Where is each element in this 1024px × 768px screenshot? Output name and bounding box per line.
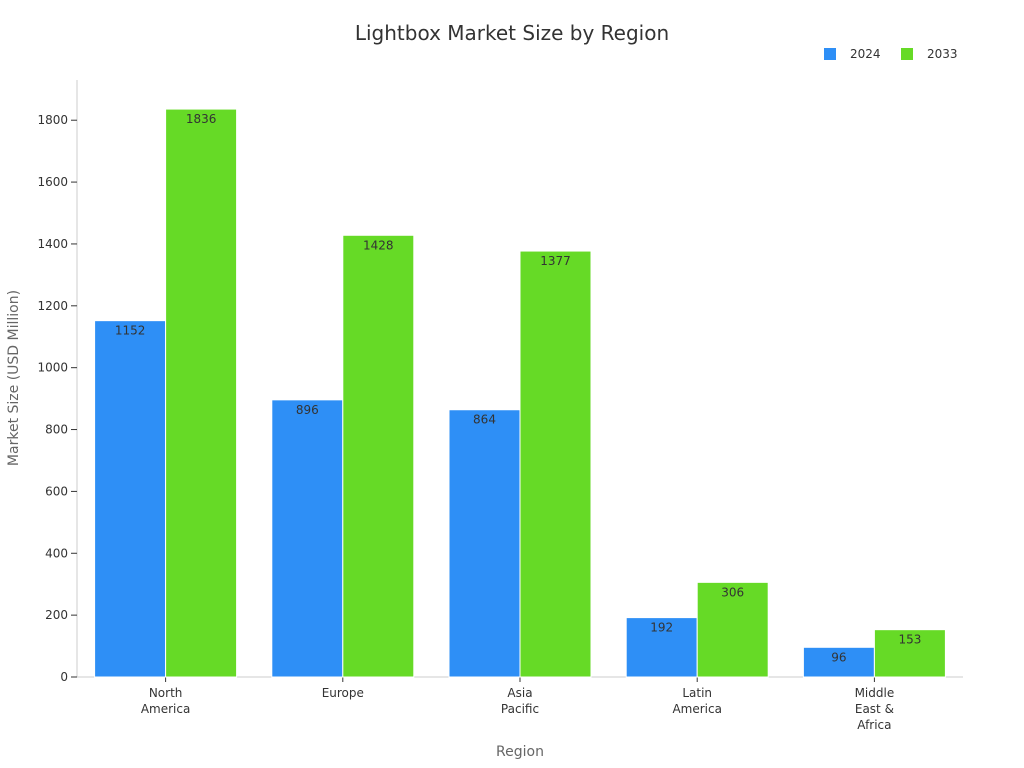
legend-swatch-2024 [824, 48, 836, 60]
y-tick-label: 200 [45, 608, 68, 622]
y-tick-label: 1000 [37, 361, 68, 375]
bars [94, 108, 946, 678]
data-label-2033: 1836 [186, 112, 217, 126]
y-axis-title: Market Size (USD Million) [6, 290, 22, 466]
y-tick-label: 1200 [37, 299, 68, 313]
data-label-2033: 1428 [363, 238, 394, 252]
chart-title: Lightbox Market Size by Region [355, 21, 669, 45]
legend-label-2033: 2033 [927, 47, 958, 61]
y-tick-label: 600 [45, 484, 68, 498]
bar-2033 [696, 581, 769, 678]
bar-2024 [625, 617, 698, 678]
data-label-2033: 306 [721, 585, 744, 599]
bar-2024 [271, 399, 344, 678]
data-label-2024: 96 [831, 650, 846, 664]
bar-2033 [873, 629, 946, 678]
legend-label-2024: 2024 [850, 47, 881, 61]
x-tick-label: Asia Pacific [501, 686, 539, 716]
bar-2024 [448, 409, 521, 678]
data-label-2033: 1377 [540, 254, 571, 268]
bar-2033 [342, 234, 415, 678]
x-tick-label: Europe [322, 686, 364, 700]
legend-swatch-2033 [901, 48, 913, 60]
y-tick-label: 1600 [37, 175, 68, 189]
y-tick-label: 400 [45, 546, 68, 560]
x-tick-label: Latin America [672, 686, 722, 716]
x-axis-title: Region [496, 744, 544, 760]
y-tick-label: 0 [60, 670, 68, 684]
y-tick-label: 1400 [37, 237, 68, 251]
bar-2024 [94, 320, 167, 678]
data-label-2024: 1152 [115, 324, 146, 338]
x-tick-label: Middle East & Africa [855, 686, 895, 732]
legend: 2024 2033 [824, 47, 958, 61]
data-label-2024: 192 [650, 621, 673, 635]
data-labels: 1152 1836 896 1428 864 1377 192 306 96 153 [115, 112, 922, 664]
data-label-2024: 896 [296, 403, 319, 417]
y-tick-label: 1800 [37, 113, 68, 127]
y-tick-label: 800 [45, 423, 68, 437]
bar-2033 [519, 250, 592, 678]
x-axis: North America Europe Asia Pacific Latin Americ… [77, 676, 963, 732]
bar-2033 [165, 108, 238, 678]
x-tick-label: North America [141, 686, 191, 716]
data-label-2024: 864 [473, 413, 496, 427]
bar-2024 [802, 646, 875, 678]
y-axis: 0 200 400 600 800 1000 1200 1400 1600 1800 [37, 80, 78, 684]
data-label-2033: 153 [898, 633, 921, 647]
